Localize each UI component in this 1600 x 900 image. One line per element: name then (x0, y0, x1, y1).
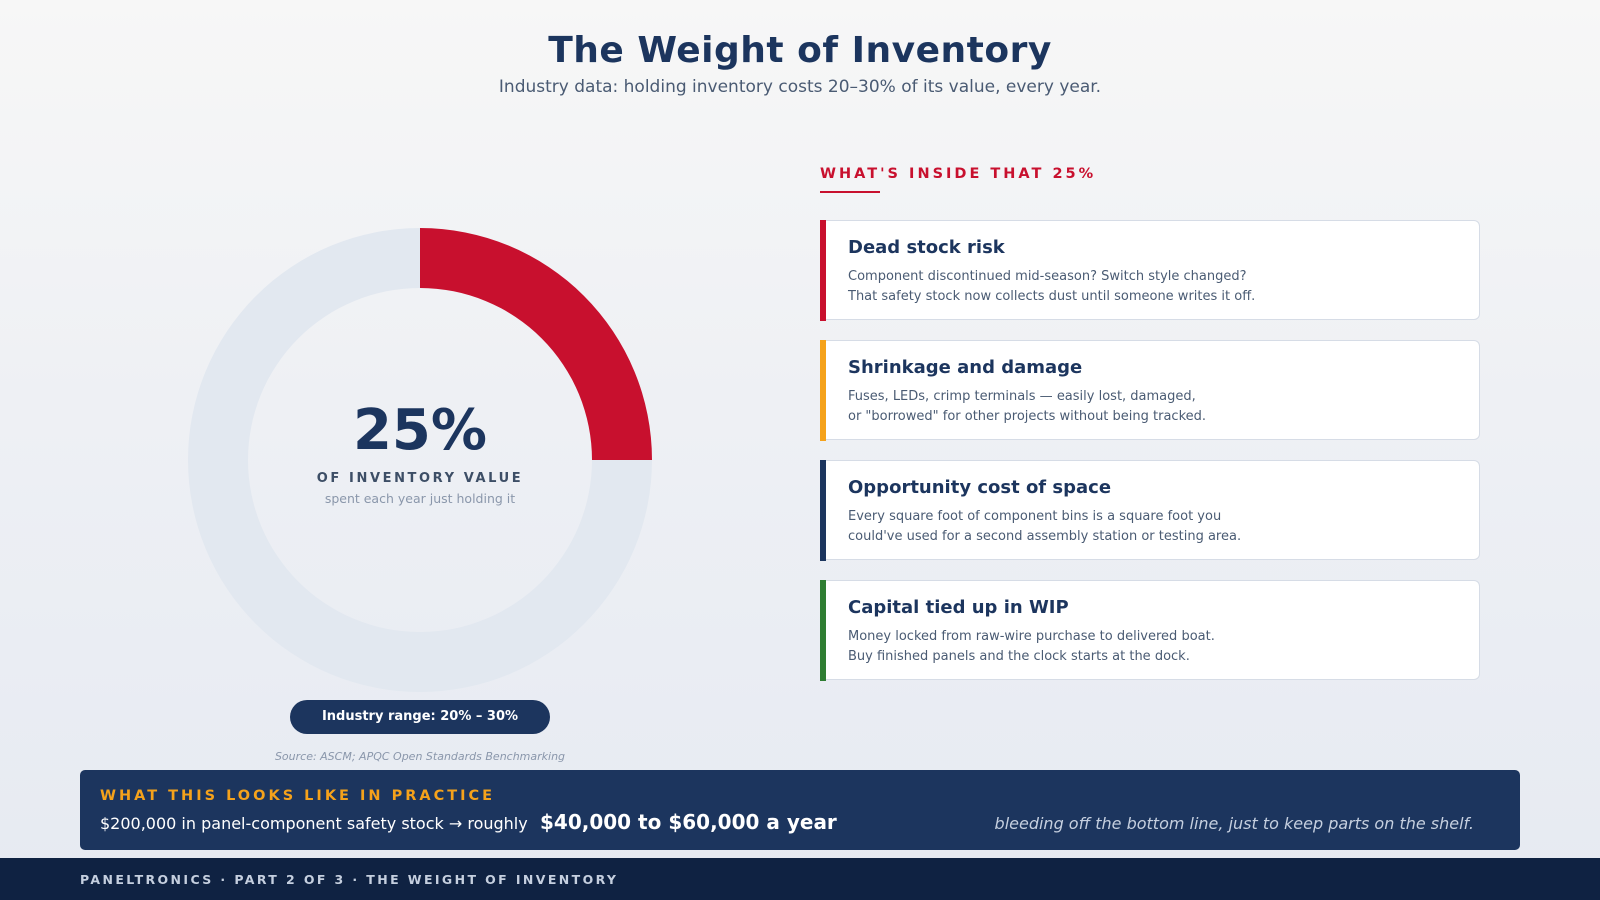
card-title: Shrinkage and damage (848, 357, 1083, 378)
page-subtitle: Industry data: holding inventory costs 2… (498, 77, 1102, 97)
donut-slice-holding-cost (420, 228, 652, 460)
industry-range-badge: Industry range: 20% – 30% (290, 700, 550, 734)
card-title: Dead stock risk (848, 237, 1005, 258)
card-accent-bar (820, 219, 826, 321)
card-text: Component discontinued mid-season? Switc… (848, 269, 1256, 304)
card-accent-bar (820, 339, 826, 441)
card-title: Capital tied up in WIP (848, 597, 1069, 618)
donut-svg (188, 228, 652, 692)
card-shrinkage-damage: Shrinkage and damage Fuses, LEDs, crimp … (820, 339, 1480, 441)
breakdown-heading: WHAT'S INSIDE THAT 25% (820, 166, 1097, 182)
practice-amount: $40,000 to $60,000 a year (540, 810, 837, 834)
card-opportunity-cost: Opportunity cost of space Every square f… (820, 459, 1480, 561)
header: The Weight of Inventory Industry data: h… (0, 30, 1600, 97)
practice-lead: $200,000 in panel-component safety stock… (100, 814, 528, 833)
breakdown-heading-rule (820, 191, 880, 193)
donut-center-value: 25% (352, 398, 488, 463)
card-accent-bar (820, 579, 826, 681)
donut-chart: 25% OF INVENTORY VALUE spent each year j… (188, 228, 652, 692)
card-capital-wip: Capital tied up in WIP Money locked from… (820, 579, 1480, 681)
card-text: Money locked from raw-wire purchase to d… (848, 629, 1215, 664)
page-title: The Weight of Inventory (548, 30, 1052, 71)
donut-center: 25% OF INVENTORY VALUE spent each year j… (188, 228, 652, 692)
practice-tail: bleeding off the bottom line, just to ke… (994, 814, 1474, 833)
card-accent-bar (820, 459, 826, 561)
source-note: Source: ASCM; APQC Open Standards Benchm… (274, 750, 566, 763)
practice-label: WHAT THIS LOOKS LIKE IN PRACTICE (100, 788, 496, 804)
footer-bar: PANELTRONICS · PART 2 OF 3 · THE WEIGHT … (0, 858, 1600, 900)
donut-center-sublabel: spent each year just holding it (324, 491, 516, 506)
card-text: Every square foot of component bins is a… (848, 509, 1242, 544)
card-text: Fuses, LEDs, crimp terminals — easily lo… (848, 389, 1207, 424)
footer-text: PANELTRONICS · PART 2 OF 3 · THE WEIGHT … (80, 872, 619, 887)
card-title: Opportunity cost of space (848, 477, 1112, 498)
donut-center-label: OF INVENTORY VALUE (316, 471, 524, 486)
practice-banner: WHAT THIS LOOKS LIKE IN PRACTICE $200,00… (80, 770, 1520, 850)
card-dead-stock-risk: Dead stock risk Component discontinued m… (820, 219, 1480, 321)
